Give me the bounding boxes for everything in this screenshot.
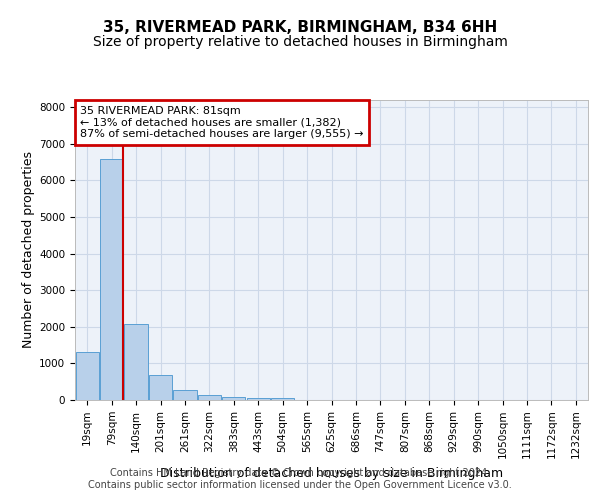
Text: Contains public sector information licensed under the Open Government Licence v3: Contains public sector information licen…: [88, 480, 512, 490]
Bar: [100, 160, 123, 400]
Bar: [198, 395, 221, 400]
Text: 35 RIVERMEAD PARK: 81sqm
← 13% of detached houses are smaller (1,382)
87% of sem: 35 RIVERMEAD PARK: 81sqm ← 13% of detach…: [80, 106, 364, 139]
X-axis label: Distribution of detached houses by size in Birmingham: Distribution of detached houses by size …: [160, 467, 503, 480]
Text: Size of property relative to detached houses in Birmingham: Size of property relative to detached ho…: [92, 35, 508, 49]
Bar: [173, 390, 197, 400]
Text: Contains HM Land Registry data © Crown copyright and database right 2024.: Contains HM Land Registry data © Crown c…: [110, 468, 490, 478]
Bar: [76, 352, 99, 400]
Bar: [149, 375, 172, 400]
Bar: [247, 398, 270, 400]
Text: 35, RIVERMEAD PARK, BIRMINGHAM, B34 6HH: 35, RIVERMEAD PARK, BIRMINGHAM, B34 6HH: [103, 20, 497, 35]
Y-axis label: Number of detached properties: Number of detached properties: [22, 152, 35, 348]
Bar: [271, 398, 294, 400]
Bar: [222, 396, 245, 400]
Bar: [124, 324, 148, 400]
